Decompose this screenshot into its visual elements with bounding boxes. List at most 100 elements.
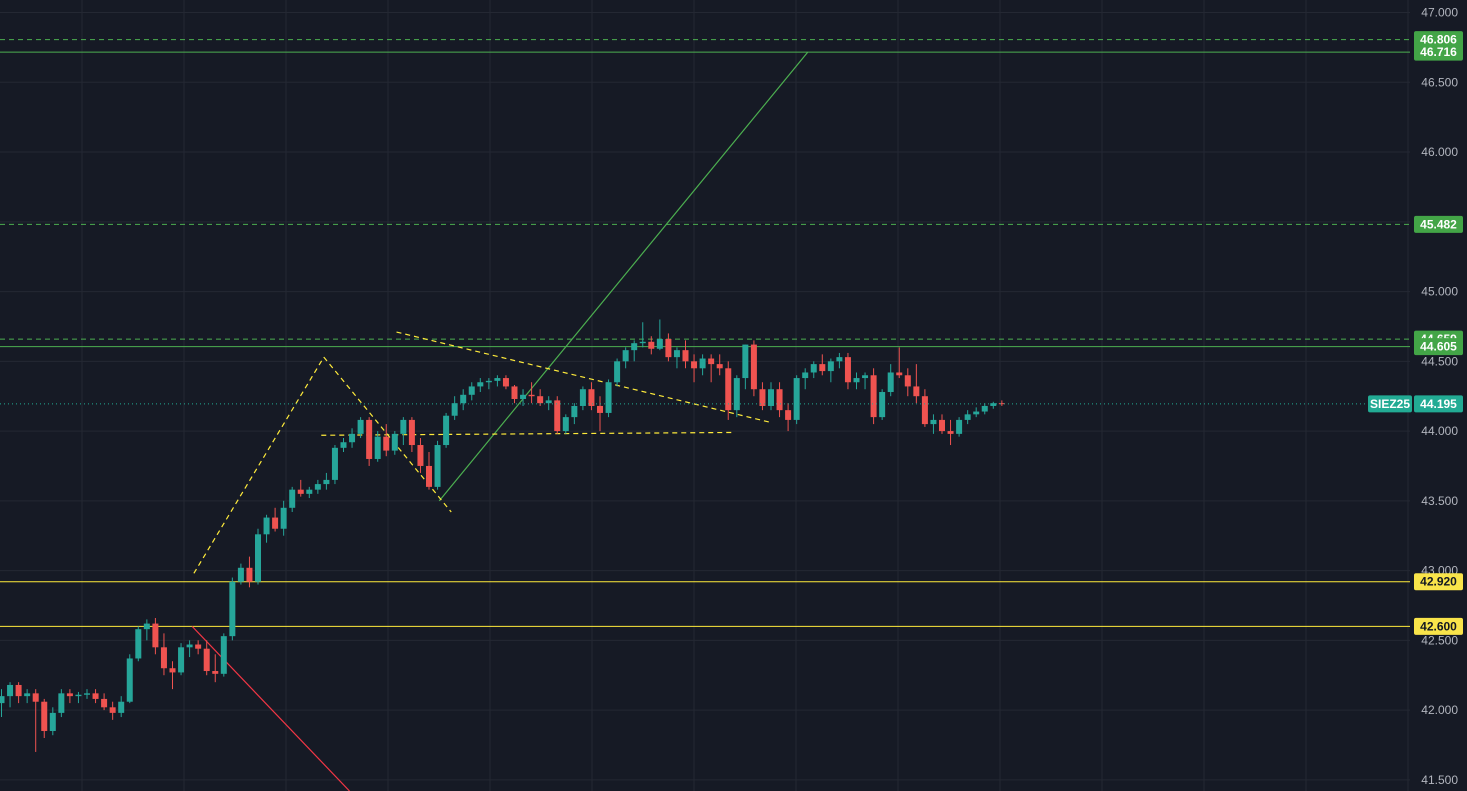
candle-0[interactable] [0,689,5,718]
candle-50[interactable] [426,452,432,490]
candle-115[interactable] [981,403,988,415]
candle-27[interactable] [229,577,236,641]
candle-83[interactable] [708,354,715,383]
trendline-4[interactable] [321,431,734,436]
candle-38[interactable] [323,472,330,490]
candle-105[interactable] [896,347,903,379]
candle-61[interactable] [520,389,527,406]
candle-15[interactable] [126,654,133,704]
candle-65[interactable] [554,396,561,434]
candle-94[interactable] [802,368,809,390]
candle-31[interactable] [263,514,270,543]
candle-86[interactable] [733,375,740,418]
candle-111[interactable] [947,419,954,446]
candle-23[interactable] [195,640,202,655]
candle-70[interactable] [597,396,603,432]
candle-5[interactable] [41,698,48,738]
candle-109[interactable] [930,414,937,434]
candle-44[interactable] [374,431,381,462]
candle-82[interactable] [699,354,706,376]
trendline-0[interactable] [438,51,809,502]
candle-12[interactable] [101,693,108,711]
candle-56[interactable] [477,378,484,393]
candle-60[interactable] [511,385,518,404]
candle-112[interactable] [956,417,963,437]
candle-114[interactable] [973,407,980,418]
candle-73[interactable] [622,347,629,369]
candle-54[interactable] [460,389,467,411]
candle-79[interactable] [673,347,680,369]
candle-40[interactable] [340,438,347,452]
candle-75[interactable] [639,322,646,348]
candle-58[interactable] [494,375,501,387]
candle-85[interactable] [725,361,732,420]
candle-97[interactable] [827,358,834,383]
candle-81[interactable] [691,354,698,383]
candle-66[interactable] [562,414,569,434]
candle-14[interactable] [118,696,125,718]
candle-59[interactable] [502,375,509,390]
candle-49[interactable] [417,438,424,473]
candle-116[interactable] [990,401,997,409]
candle-3[interactable] [24,689,31,704]
candle-108[interactable] [921,389,928,427]
candle-22[interactable] [186,640,193,658]
candle-101[interactable] [862,372,869,390]
candle-99[interactable] [844,352,851,390]
candle-110[interactable] [939,414,945,434]
candle-37[interactable] [314,479,321,494]
candle-19[interactable] [160,633,167,676]
candle-76[interactable] [648,336,655,355]
candle-34[interactable] [289,486,296,512]
candle-72[interactable] [614,358,621,387]
candle-42[interactable] [357,417,364,439]
candle-89[interactable] [759,382,766,411]
trendline-1[interactable] [193,356,325,574]
candle-88[interactable] [750,340,757,397]
candle-6[interactable] [49,707,56,736]
candle-4[interactable] [32,689,39,752]
candle-74[interactable] [631,340,638,362]
candle-8[interactable] [66,689,73,704]
candle-107[interactable] [913,364,920,404]
candle-43[interactable] [366,417,373,466]
candle-55[interactable] [468,382,475,401]
candle-106[interactable] [904,368,911,397]
candle-67[interactable] [571,403,578,425]
candle-2[interactable] [15,682,22,704]
candle-17[interactable] [143,619,150,641]
candle-28[interactable] [237,563,244,585]
candle-77[interactable] [656,319,663,351]
candle-117[interactable] [998,400,1005,406]
candle-47[interactable] [400,417,407,446]
candle-16[interactable] [135,626,142,662]
candles[interactable] [0,319,1005,752]
candle-80[interactable] [682,340,689,369]
candle-113[interactable] [964,410,971,425]
candle-48[interactable] [408,417,415,452]
candle-26[interactable] [220,633,227,677]
candle-33[interactable] [280,500,287,536]
candle-102[interactable] [870,368,877,425]
candle-9[interactable] [75,691,82,704]
candle-103[interactable] [879,389,886,420]
candle-90[interactable] [768,382,774,411]
candle-63[interactable] [537,389,544,406]
candle-92[interactable] [785,403,792,432]
trendline-3[interactable] [396,331,772,424]
candle-29[interactable] [246,556,253,588]
candle-98[interactable] [836,352,843,369]
candle-41[interactable] [349,428,356,448]
candle-36[interactable] [306,486,313,499]
candle-71[interactable] [605,379,612,418]
candle-7[interactable] [58,689,65,718]
candle-96[interactable] [819,354,826,376]
candle-10[interactable] [84,689,90,699]
candle-18[interactable] [152,618,159,655]
trendline-5[interactable] [191,625,350,791]
candle-46[interactable] [391,431,398,455]
candle-95[interactable] [810,361,817,379]
candle-78[interactable] [665,333,672,362]
candle-100[interactable] [853,372,860,390]
